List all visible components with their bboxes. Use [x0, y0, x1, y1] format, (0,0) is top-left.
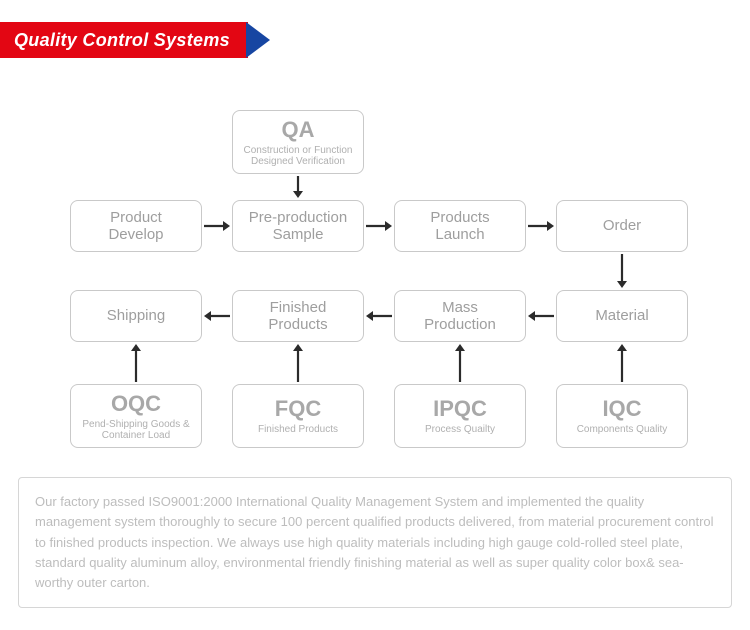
- node-finished: FinishedProducts: [232, 290, 364, 342]
- node-iqc-subtitle: Components Quality: [577, 424, 668, 436]
- arrow-qa-to-preprod: [291, 176, 305, 198]
- arrow-massprod-to-finished: [366, 309, 392, 323]
- node-iqc: IQC Components Quality: [556, 384, 688, 448]
- node-ipqc-abbrev: IPQC: [433, 396, 487, 422]
- node-finished-title: FinishedProducts: [268, 299, 327, 334]
- node-ipqc-subtitle: Process Quailty: [425, 424, 495, 436]
- arrow-finished-to-shipping: [204, 309, 230, 323]
- arrow-launch-to-order: [528, 219, 554, 233]
- arrow-order-to-material: [615, 254, 629, 288]
- node-qa-abbrev: QA: [282, 117, 315, 143]
- node-shipping-title: Shipping: [107, 307, 165, 324]
- node-fqc-subtitle: Finished Products: [258, 424, 338, 436]
- footer-text: Our factory passed ISO9001:2000 Internat…: [35, 494, 714, 590]
- arrow-iqc-to-material: [615, 344, 629, 382]
- node-qa: QAConstruction or FunctionDesigned Verif…: [232, 110, 364, 174]
- arrow-oqc-to-shipping: [129, 344, 143, 382]
- arrow-ipqc-to-massprod: [453, 344, 467, 382]
- node-massprod: MassProduction: [394, 290, 526, 342]
- arrow-develop-to-preprod: [204, 219, 230, 233]
- node-launch-title: ProductsLaunch: [430, 209, 489, 244]
- node-preprod: Pre-productionSample: [232, 200, 364, 252]
- node-shipping: Shipping: [70, 290, 202, 342]
- node-order-title: Order: [603, 217, 641, 234]
- node-oqc: OQCPend-Shipping Goods &Container Load: [70, 384, 202, 448]
- arrow-fqc-to-finished: [291, 344, 305, 382]
- node-oqc-subtitle: Pend-Shipping Goods &Container Load: [82, 419, 189, 442]
- node-fqc: FQC Finished Products: [232, 384, 364, 448]
- node-develop-title: ProductDevelop: [108, 209, 163, 244]
- node-preprod-title: Pre-productionSample: [249, 209, 347, 244]
- footer-description: Our factory passed ISO9001:2000 Internat…: [18, 477, 732, 608]
- header-banner: Quality Control Systems: [0, 22, 270, 58]
- arrow-material-to-massprod: [528, 309, 554, 323]
- node-oqc-abbrev: OQC: [111, 391, 161, 417]
- node-develop: ProductDevelop: [70, 200, 202, 252]
- node-material-title: Material: [595, 307, 648, 324]
- node-ipqc: IPQC Process Quailty: [394, 384, 526, 448]
- node-massprod-title: MassProduction: [424, 299, 496, 334]
- flowchart-canvas: QAConstruction or FunctionDesigned Verif…: [0, 80, 750, 500]
- banner-chevron: [246, 22, 270, 58]
- header-title: Quality Control Systems: [0, 22, 248, 58]
- node-qa-subtitle: Construction or FunctionDesigned Verific…: [244, 145, 353, 168]
- node-launch: ProductsLaunch: [394, 200, 526, 252]
- node-iqc-abbrev: IQC: [602, 396, 641, 422]
- node-material: Material: [556, 290, 688, 342]
- node-order: Order: [556, 200, 688, 252]
- node-fqc-abbrev: FQC: [275, 396, 321, 422]
- arrow-preprod-to-launch: [366, 219, 392, 233]
